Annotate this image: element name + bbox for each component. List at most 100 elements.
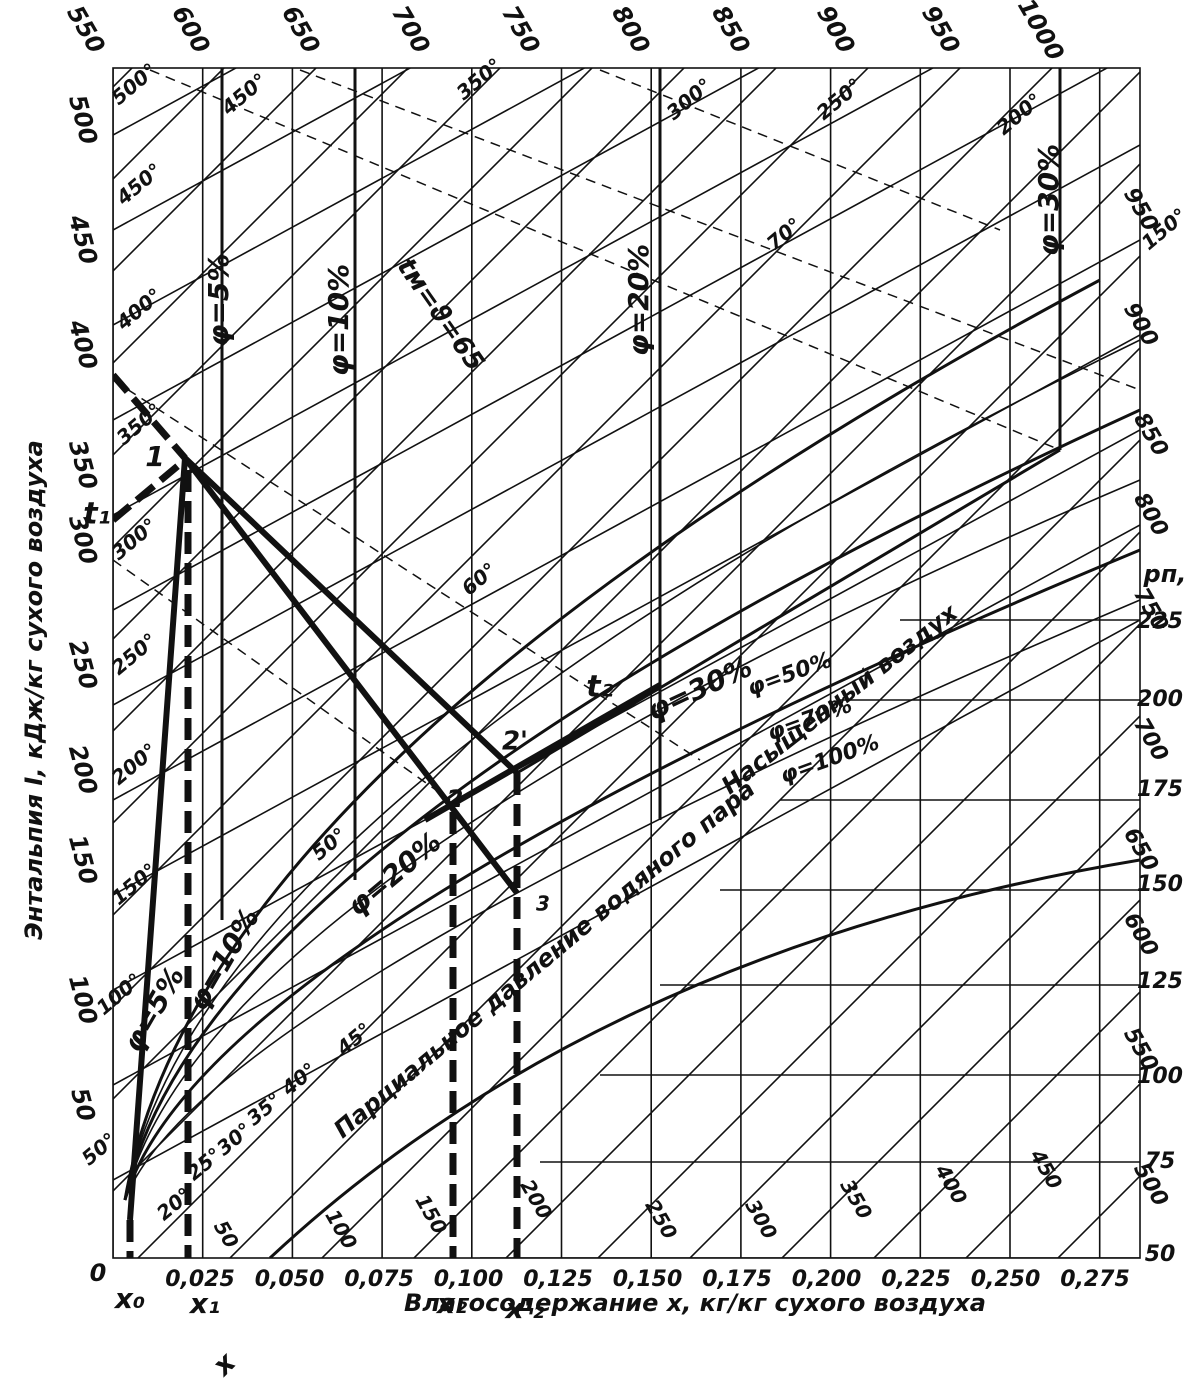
label: φ=10% (322, 264, 355, 376)
label: 150 (410, 1190, 452, 1238)
isotherm (113, 524, 1140, 1086)
label: 125 (1137, 969, 1183, 994)
label: tм=ϑ=65 (391, 253, 490, 377)
wet-bulb-line (599, 69, 1001, 231)
partial-pressure-curve (268, 858, 1140, 1258)
label: 1 (145, 440, 164, 473)
label: 450° (216, 68, 272, 120)
label: 900 (811, 1, 860, 58)
frame (112, 67, 1141, 1259)
label: 2 (447, 785, 464, 813)
enthalpy-line (113, 68, 870, 825)
label: 40° (276, 1057, 321, 1100)
labels: Энтальпия I, кДж/кг сухого воздуха Влагос… (20, 0, 1192, 1383)
enthalpy-line (688, 806, 1140, 1258)
enthalpy-line (136, 254, 1140, 1258)
label: 0,100 (434, 1267, 504, 1292)
label: 250 (63, 637, 103, 693)
label: 50 (1145, 1242, 1176, 1267)
label: 300° (662, 73, 717, 125)
humidity-curve (124, 339, 1140, 1201)
isotherm-t1 (113, 372, 188, 523)
label: 2' (502, 727, 528, 757)
wet-bulb-line (149, 69, 1061, 451)
label: 0 (90, 1259, 107, 1287)
humidity-curve (124, 479, 1140, 1201)
enthalpy-line (228, 346, 1140, 1258)
label: 0,050 (255, 1267, 325, 1292)
isotherm (113, 429, 1140, 991)
label: 0,025 (165, 1267, 235, 1292)
label: 0,150 (613, 1267, 683, 1292)
label: 1000 (1012, 0, 1070, 65)
humidity-curve (123, 278, 1101, 1201)
label: x₂ (435, 1287, 468, 1320)
label: 600 (166, 1, 215, 58)
enthalpy-line (113, 68, 778, 733)
isotherm (113, 68, 586, 326)
label: 50 (209, 1216, 244, 1252)
label: t₂ (586, 670, 613, 705)
label: 0,200 (792, 1267, 862, 1292)
enthalpy-line (113, 68, 594, 549)
isotherm (113, 68, 1109, 611)
label: 50° (307, 822, 351, 865)
enthalpy-line (872, 990, 1140, 1258)
label: 800 (1128, 489, 1173, 541)
label: 700 (1128, 714, 1173, 766)
label: φ=5% (202, 254, 235, 347)
label: φ=30% (1032, 144, 1065, 256)
label: 0,175 (702, 1267, 772, 1292)
isotherm (113, 68, 935, 516)
label: x₀ (113, 1282, 145, 1315)
wet-bulb-line (113, 379, 701, 761)
label: 200° (992, 88, 1047, 140)
label: 850 (1128, 409, 1173, 461)
isotherm (113, 619, 1140, 1181)
process-line (516, 448, 1061, 775)
label: 75 (1145, 1149, 1176, 1174)
wet-bulb-line (299, 69, 1140, 391)
label: 100 (1137, 1064, 1183, 1089)
label: 35° (242, 1087, 286, 1130)
label: 700 (386, 1, 435, 58)
label: 950 (916, 1, 965, 58)
label: x (204, 1345, 242, 1383)
label: 400° (111, 283, 167, 335)
enthalpy-line (596, 714, 1140, 1258)
label: 450 (63, 211, 103, 268)
label: 250° (107, 628, 162, 680)
enthalpy-line (412, 530, 1140, 1258)
isotherm (113, 68, 761, 421)
enthalpy-line (780, 898, 1140, 1258)
label: 150 (1137, 872, 1183, 897)
label: 100 (320, 1205, 362, 1253)
label: 175 (1137, 777, 1183, 802)
humidity-curve (123, 548, 1140, 1201)
enthalpy-line (113, 68, 962, 917)
label: 500° (107, 58, 162, 110)
label: 750 (496, 1, 545, 58)
label: 0,225 (881, 1267, 951, 1292)
label: 200 (63, 742, 103, 798)
process-line (182, 456, 520, 895)
label: 850 (706, 1, 755, 58)
enthalpy-line (504, 622, 1140, 1258)
label: 250 (640, 1195, 682, 1243)
label: Энтальпия I, кДж/кг сухого воздуха (20, 440, 48, 940)
label: 225 (1137, 609, 1183, 634)
label: 800 (606, 1, 655, 58)
label: 500 (63, 92, 103, 148)
label: 0,125 (523, 1267, 593, 1292)
label: 3 (536, 892, 550, 916)
label: 0,275 (1060, 1267, 1130, 1292)
enthalpy-line (113, 68, 1054, 1009)
humidity-curve (123, 408, 1140, 1201)
enthalpy-line (320, 438, 1140, 1258)
label: 50 (65, 1085, 101, 1125)
isotherm (113, 68, 412, 231)
label: 550 (61, 1, 110, 58)
label: t₁ (83, 497, 110, 532)
